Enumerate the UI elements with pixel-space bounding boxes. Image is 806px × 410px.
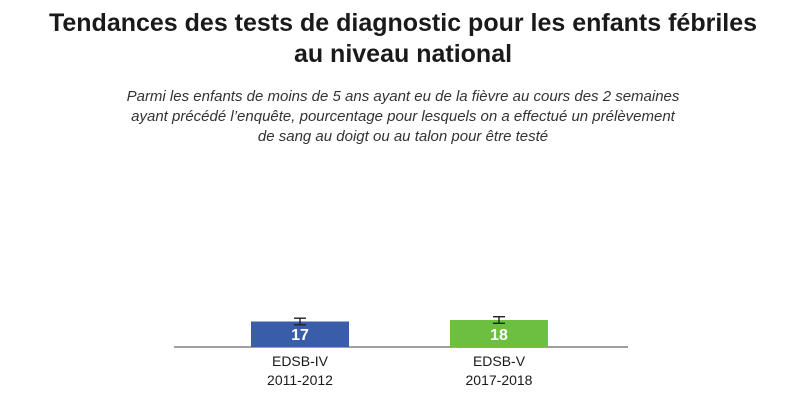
category-label-1-line-1: EDSB-IV (272, 353, 329, 369)
category-label-2-line-1: EDSB-V (473, 353, 526, 369)
bar-1 (251, 321, 349, 347)
chart-subtitle-line-2: ayant précédé l’enquête, pourcentage pou… (131, 108, 675, 125)
chart-title-line-1: Tendances des tests de diagnostic pour l… (48, 9, 758, 37)
data-label-1: 17 (291, 327, 309, 344)
category-label-1-line-2: 2011-2012 (267, 372, 333, 388)
chart-subtitle-line-1: Parmi les enfants de moins de 5 ans ayan… (126, 88, 680, 105)
category-label-2-line-2: 2017-2018 (466, 372, 533, 388)
bar-2 (450, 320, 548, 347)
chart-subtitle: Parmi les enfants de moins de 5 ans ayan… (0, 87, 806, 147)
chart-title-line-2: au niveau national (293, 40, 513, 68)
chart-title: Tendances des tests de diagnostic pour l… (0, 8, 806, 70)
data-label-2: 18 (490, 327, 508, 344)
chart-subtitle-line-3: de sang au doigt ou au talon pour être t… (257, 128, 549, 145)
